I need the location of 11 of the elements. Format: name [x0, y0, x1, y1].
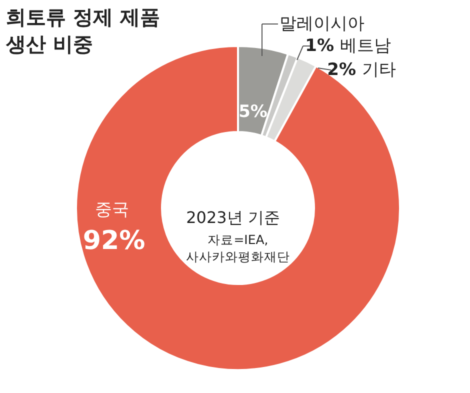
- slice-label: 중국: [95, 200, 129, 220]
- slice-label: 말레이시아: [280, 14, 364, 34]
- chart-title: 희토류 정제 제품 생산 비중: [5, 5, 160, 56]
- slice-label: 베트남: [340, 36, 391, 56]
- data-label: 2%: [327, 60, 356, 80]
- data-label: 92%: [82, 226, 146, 256]
- data-label: 1%: [305, 36, 334, 56]
- text: 2023년 기준: [186, 208, 280, 227]
- data-label: 5%: [238, 102, 268, 122]
- text: 자료=IEA, 사사카와평화재단: [186, 232, 290, 264]
- slice-label: 기타: [362, 60, 396, 80]
